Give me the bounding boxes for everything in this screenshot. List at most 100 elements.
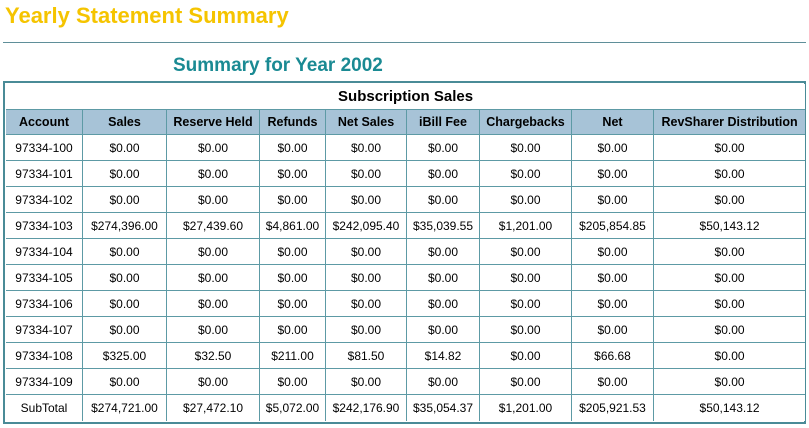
- net-cell: $0.00: [572, 161, 654, 187]
- sales-cell: $325.00: [83, 343, 167, 369]
- chargebacks-cell: $0.00: [480, 369, 572, 395]
- column-header-net: Net: [572, 110, 654, 135]
- table-row: 97334-107 $0.00 $0.00 $0.00 $0.00 $0.00 $0.00 $…: [6, 317, 806, 343]
- ibill-fee-cell: $0.00: [407, 317, 480, 343]
- chargebacks-cell: $0.00: [480, 239, 572, 265]
- sales-cell: $0.00: [83, 161, 167, 187]
- sales-cell: $0.00: [83, 265, 167, 291]
- refunds-cell: $0.00: [260, 135, 326, 161]
- account-cell: 97334-109: [6, 369, 83, 395]
- sales-cell: $0.00: [83, 187, 167, 213]
- table-caption: Subscription Sales: [6, 84, 806, 110]
- refunds-cell: $4,861.00: [260, 213, 326, 239]
- sales-cell: $0.00: [83, 369, 167, 395]
- subtotal-row: SubTotal $274,721.00 $27,472.10 $5,072.00 $2…: [6, 395, 806, 421]
- revsharer-distribution-cell: $0.00: [654, 343, 806, 369]
- column-header-row: Account Sales Reserve Held Refunds Net Sales…: [6, 110, 806, 135]
- reserve-held-cell: $0.00: [167, 369, 260, 395]
- revsharer-distribution-cell: $0.00: [654, 291, 806, 317]
- revsharer-distribution-cell: $0.00: [654, 161, 806, 187]
- reserve-held-cell: $0.00: [167, 291, 260, 317]
- revsharer-distribution-cell: $50,143.12: [654, 213, 806, 239]
- net-cell: $205,854.85: [572, 213, 654, 239]
- table-row: 97334-102 $0.00 $0.00 $0.00 $0.00 $0.00 $0.00 $…: [6, 187, 806, 213]
- net-sales-cell: $242,176.90: [326, 395, 407, 421]
- chargebacks-cell: $0.00: [480, 265, 572, 291]
- net-cell: $0.00: [572, 317, 654, 343]
- revsharer-distribution-cell: $0.00: [654, 369, 806, 395]
- sales-cell: $0.00: [83, 135, 167, 161]
- divider: [3, 42, 806, 43]
- reserve-held-cell: $27,472.10: [167, 395, 260, 421]
- refunds-cell: $5,072.00: [260, 395, 326, 421]
- ibill-fee-cell: $0.00: [407, 369, 480, 395]
- table-row: 97334-109 $0.00 $0.00 $0.00 $0.00 $0.00 $0.00 $…: [6, 369, 806, 395]
- account-cell: 97334-105: [6, 265, 83, 291]
- net-sales-cell: $0.00: [326, 161, 407, 187]
- refunds-cell: $211.00: [260, 343, 326, 369]
- refunds-cell: $0.00: [260, 161, 326, 187]
- chargebacks-cell: $1,201.00: [480, 395, 572, 421]
- revsharer-distribution-cell: $50,143.12: [654, 395, 806, 421]
- reserve-held-cell: $0.00: [167, 187, 260, 213]
- net-cell: $0.00: [572, 291, 654, 317]
- net-cell: $205,921.53: [572, 395, 654, 421]
- sales-cell: $0.00: [83, 239, 167, 265]
- net-sales-cell: $0.00: [326, 135, 407, 161]
- net-sales-cell: $0.00: [326, 369, 407, 395]
- net-cell: $0.00: [572, 369, 654, 395]
- subtotal-label: SubTotal: [6, 395, 83, 421]
- net-sales-cell: $0.00: [326, 265, 407, 291]
- account-cell: 97334-108: [6, 343, 83, 369]
- net-cell: $66.68: [572, 343, 654, 369]
- column-header-revsharer-distribution: RevSharer Distribution: [654, 110, 806, 135]
- column-header-ibill-fee: iBill Fee: [407, 110, 480, 135]
- net-sales-cell: $0.00: [326, 187, 407, 213]
- net-sales-cell: $242,095.40: [326, 213, 407, 239]
- refunds-cell: $0.00: [260, 317, 326, 343]
- ibill-fee-cell: $0.00: [407, 239, 480, 265]
- net-cell: $0.00: [572, 135, 654, 161]
- revsharer-distribution-cell: $0.00: [654, 317, 806, 343]
- account-cell: 97334-101: [6, 161, 83, 187]
- account-cell: 97334-107: [6, 317, 83, 343]
- reserve-held-cell: $0.00: [167, 135, 260, 161]
- ibill-fee-cell: $0.00: [407, 135, 480, 161]
- table-row: 97334-104 $0.00 $0.00 $0.00 $0.00 $0.00 $0.00 $…: [6, 239, 806, 265]
- ibill-fee-cell: $0.00: [407, 161, 480, 187]
- sales-cell: $274,396.00: [83, 213, 167, 239]
- ibill-fee-cell: $0.00: [407, 187, 480, 213]
- net-sales-cell: $0.00: [326, 291, 407, 317]
- reserve-held-cell: $27,439.60: [167, 213, 260, 239]
- account-cell: 97334-102: [6, 187, 83, 213]
- year-summary-heading: Summary for Year 2002: [173, 55, 383, 76]
- table-row: 97334-101 $0.00 $0.00 $0.00 $0.00 $0.00 $0.00 $…: [6, 161, 806, 187]
- net-cell: $0.00: [572, 239, 654, 265]
- table-row: 97334-106 $0.00 $0.00 $0.00 $0.00 $0.00 $0.00 $…: [6, 291, 806, 317]
- reserve-held-cell: $0.00: [167, 161, 260, 187]
- reserve-held-cell: $32.50: [167, 343, 260, 369]
- revsharer-distribution-cell: $0.00: [654, 239, 806, 265]
- table-row: 97334-105 $0.00 $0.00 $0.00 $0.00 $0.00 $0.00 $…: [6, 265, 806, 291]
- ibill-fee-cell: $35,039.55: [407, 213, 480, 239]
- table-body: 97334-100 $0.00 $0.00 $0.00 $0.00 $0.00 $0.00 $…: [6, 135, 806, 421]
- reserve-held-cell: $0.00: [167, 265, 260, 291]
- sales-cell: $274,721.00: [83, 395, 167, 421]
- chargebacks-cell: $0.00: [480, 187, 572, 213]
- refunds-cell: $0.00: [260, 239, 326, 265]
- column-header-net-sales: Net Sales: [326, 110, 407, 135]
- net-sales-cell: $0.00: [326, 317, 407, 343]
- subscription-sales-panel: Subscription Sales Account Sales Reserve H…: [3, 81, 806, 424]
- page-title: Yearly Statement Summary: [5, 3, 289, 28]
- account-cell: 97334-100: [6, 135, 83, 161]
- revsharer-distribution-cell: $0.00: [654, 135, 806, 161]
- column-header-sales: Sales: [83, 110, 167, 135]
- ibill-fee-cell: $14.82: [407, 343, 480, 369]
- revsharer-distribution-cell: $0.00: [654, 265, 806, 291]
- column-header-refunds: Refunds: [260, 110, 326, 135]
- reserve-held-cell: $0.00: [167, 317, 260, 343]
- net-cell: $0.00: [572, 265, 654, 291]
- column-header-account: Account: [6, 110, 83, 135]
- table-row: 97334-103 $274,396.00 $27,439.60 $4,861.00 $…: [6, 213, 806, 239]
- chargebacks-cell: $0.00: [480, 317, 572, 343]
